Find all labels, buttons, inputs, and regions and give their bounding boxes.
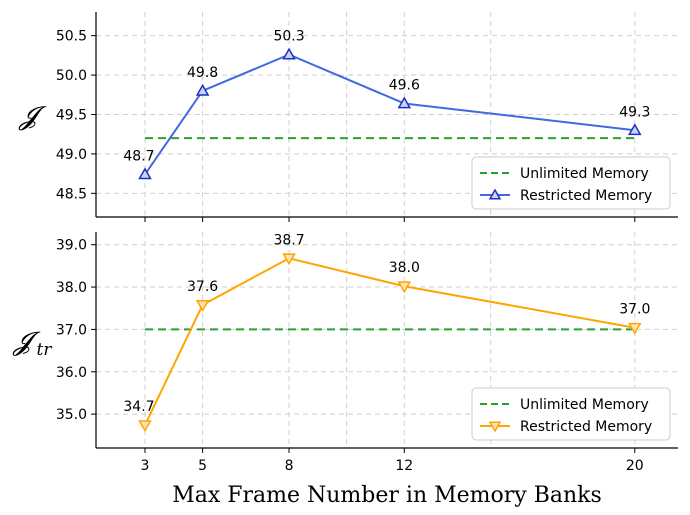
y-tick-label: 49.0 bbox=[56, 147, 87, 163]
data-label: 49.3 bbox=[619, 104, 650, 120]
x-tick-label: 20 bbox=[626, 458, 644, 474]
data-point-marker bbox=[627, 322, 642, 335]
top-panel: 48.5 49.0 49.5 50.0 50.5 𝓙 48.7 49.8 50.3 49.6 49.… bbox=[18, 12, 678, 222]
data-label: 48.7 bbox=[123, 148, 154, 164]
data-point-marker bbox=[282, 253, 296, 266]
data-point-marker bbox=[397, 281, 412, 294]
data-label: 49.6 bbox=[389, 77, 420, 93]
data-label: 50.3 bbox=[273, 29, 304, 45]
data-label: 34.7 bbox=[123, 399, 154, 415]
x-tick-label: 8 bbox=[285, 458, 294, 474]
y-tick-label: 48.5 bbox=[56, 186, 87, 202]
y-tick-label: 36.0 bbox=[56, 365, 87, 381]
y-tick-label: 37.0 bbox=[56, 322, 87, 338]
data-label: 49.8 bbox=[187, 65, 218, 81]
y-tick-label: 50.0 bbox=[56, 68, 87, 84]
y-tick-label: 38.0 bbox=[56, 280, 87, 296]
data-label: 38.7 bbox=[273, 232, 304, 248]
x-tick-label: 5 bbox=[198, 458, 207, 474]
data-label: 38.0 bbox=[389, 260, 420, 276]
x-tick-label: 3 bbox=[141, 458, 150, 474]
restricted-memory-line bbox=[144, 53, 635, 175]
y-axis-title: 𝓙 bbox=[18, 102, 47, 132]
y-tick-label: 39.0 bbox=[56, 238, 87, 254]
data-point-marker bbox=[195, 83, 210, 96]
legend-label: Restricted Memory bbox=[520, 419, 652, 435]
x-tick-label: 12 bbox=[395, 458, 413, 474]
data-point-marker bbox=[397, 96, 412, 109]
legend-marker bbox=[488, 188, 502, 200]
data-point-marker bbox=[627, 123, 642, 136]
data-point-marker bbox=[195, 299, 210, 312]
data-point-marker bbox=[138, 420, 152, 433]
data-label: 37.6 bbox=[187, 279, 218, 295]
data-point-marker bbox=[138, 167, 152, 180]
x-axis-title: Max Frame Number in Memory Banks bbox=[172, 483, 602, 508]
legend-box bbox=[471, 387, 671, 441]
legend-label: Unlimited Memory bbox=[520, 166, 649, 182]
legend-label: Unlimited Memory bbox=[520, 397, 649, 413]
y-tick-label: 49.5 bbox=[56, 108, 87, 124]
y-tick-label: 50.5 bbox=[56, 29, 87, 45]
data-label: 37.0 bbox=[619, 302, 650, 318]
legend-marker bbox=[488, 421, 502, 433]
y-tick-label: 35.0 bbox=[56, 407, 87, 423]
legend-label: Restricted Memory bbox=[520, 188, 652, 204]
legend-box bbox=[471, 156, 671, 210]
data-point-marker bbox=[282, 47, 296, 60]
y-axis-title-subscript: tr bbox=[37, 340, 53, 360]
bottom-panel: 35.036.037.038.039.03 5 8 12 20𝓙 tr34.737.638… bbox=[12, 232, 678, 474]
